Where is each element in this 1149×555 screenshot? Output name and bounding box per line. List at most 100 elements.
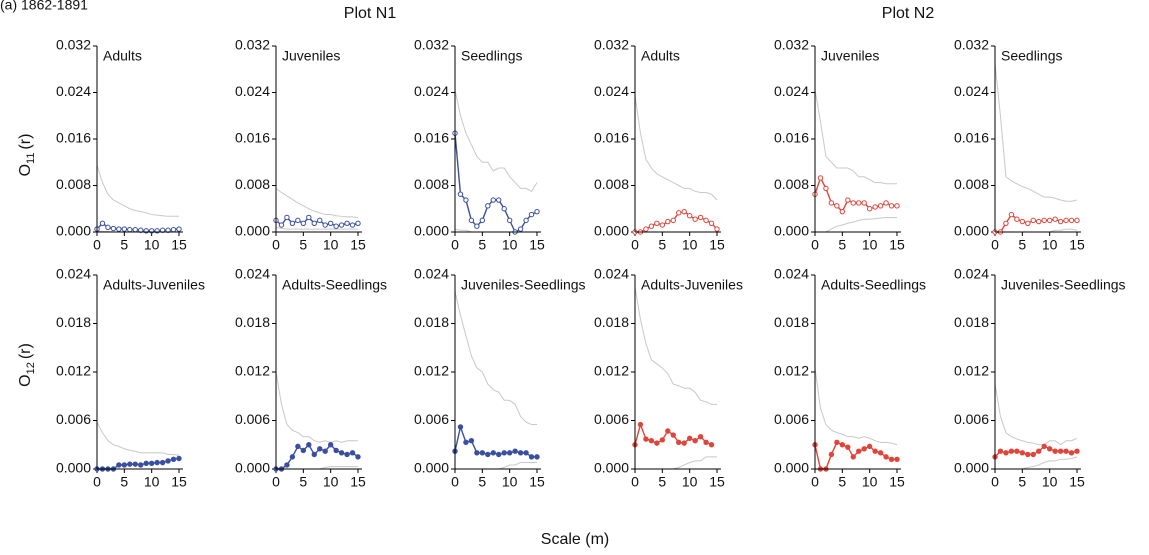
y-tick-label: 0.024	[774, 266, 809, 282]
y-label-subscript: 12	[25, 362, 37, 374]
data-point	[1057, 218, 1064, 225]
data-point	[506, 450, 513, 456]
x-tick-label: 15	[889, 474, 905, 490]
data-point	[127, 461, 133, 467]
data-point	[121, 226, 128, 232]
data-point	[121, 462, 128, 468]
y-label-suffix: (r)	[17, 134, 34, 150]
data-point	[159, 459, 166, 466]
data-line	[275, 216, 359, 227]
y-tick-label: 0.000	[954, 460, 989, 476]
y-tick-label: 0.012	[954, 363, 989, 379]
x-tick-label: 5	[478, 474, 486, 490]
panel-title: Adults-Juveniles	[103, 277, 205, 293]
data-point	[284, 214, 290, 221]
data-point	[845, 197, 851, 203]
x-tick-label: 10	[323, 237, 339, 253]
data-point	[888, 456, 895, 462]
data-point	[697, 433, 704, 440]
data-point	[643, 436, 649, 442]
data-point	[338, 450, 345, 456]
data-point	[116, 226, 122, 232]
data-point	[534, 454, 540, 460]
data-point	[643, 226, 649, 232]
y-label-suffix: (r)	[17, 343, 34, 359]
envelope-line	[814, 89, 897, 185]
x-tick-label: 15	[709, 474, 725, 490]
data-point	[479, 450, 486, 456]
envelope-line	[814, 367, 898, 446]
envelope-line	[454, 89, 538, 192]
data-point	[127, 226, 133, 233]
x-tick-label: 0	[272, 237, 280, 253]
data-point	[463, 439, 469, 446]
data-point	[479, 217, 486, 224]
panel-title: Adults	[103, 48, 142, 64]
data-point	[845, 444, 851, 450]
x-tick-label: 0	[451, 474, 459, 490]
data-point	[828, 200, 835, 206]
data-point	[528, 211, 535, 218]
data-line	[454, 424, 537, 458]
data-point	[311, 220, 317, 226]
data-point	[148, 460, 155, 467]
data-line	[96, 222, 180, 232]
data-point	[176, 226, 182, 232]
data-point	[284, 462, 290, 468]
y-tick-label: 0.032	[594, 37, 629, 53]
y-tick-label: 0.000	[774, 460, 809, 476]
x-tick-label: 0	[451, 237, 459, 253]
data-line	[995, 213, 1077, 233]
y-tick-label: 0.000	[414, 223, 449, 239]
data-line	[994, 445, 1078, 458]
panel-title: Juveniles	[282, 48, 340, 64]
x-tick-label: 10	[144, 474, 160, 490]
data-point	[1041, 443, 1047, 450]
y-tick-label: 0.018	[774, 314, 809, 330]
data-point	[317, 217, 323, 224]
y-tick-label: 0.024	[774, 83, 809, 99]
data-line	[814, 441, 897, 470]
data-point	[692, 438, 698, 444]
panel-title: Juveniles	[821, 48, 879, 64]
data-point	[856, 200, 862, 206]
data-point	[877, 450, 884, 456]
y-tick-label: 0.016	[594, 130, 629, 146]
x-tick-label: 15	[350, 474, 366, 490]
x-tick-label: 15	[1069, 237, 1085, 253]
data-point	[877, 203, 884, 209]
data-point	[676, 439, 682, 446]
data-point	[670, 217, 676, 224]
data-point	[110, 225, 117, 232]
panel-title: Adults-Seedlings	[282, 277, 387, 293]
data-point	[468, 438, 475, 444]
data-point	[676, 210, 682, 216]
y-tick-label: 0.008	[774, 176, 809, 192]
y-tick-label: 0.024	[56, 266, 91, 282]
data-point	[850, 454, 856, 460]
data-point	[648, 438, 655, 444]
x-tick-label: 10	[682, 237, 698, 253]
data-point	[850, 200, 856, 206]
y-tick-label: 0.016	[414, 130, 449, 146]
data-point	[517, 450, 524, 456]
data-point	[1068, 450, 1075, 456]
y-tick-label: 0.006	[235, 411, 270, 427]
y-tick-label: 0.016	[954, 130, 989, 146]
data-point	[322, 222, 328, 228]
data-point	[300, 447, 307, 454]
y-tick-label: 0.032	[774, 37, 809, 53]
data-point	[1019, 450, 1026, 456]
x-tick-label: 5	[299, 474, 307, 490]
data-point	[474, 450, 480, 456]
envelope-line	[275, 371, 358, 443]
x-tick-label: 0	[93, 237, 101, 253]
data-point	[496, 451, 502, 458]
y-tick-label: 0.012	[56, 363, 91, 379]
data-point	[861, 446, 867, 452]
data-line	[454, 133, 538, 233]
data-point	[523, 450, 529, 456]
y-tick-label: 0.000	[56, 223, 91, 239]
y-tick-label: 0.024	[414, 83, 449, 99]
